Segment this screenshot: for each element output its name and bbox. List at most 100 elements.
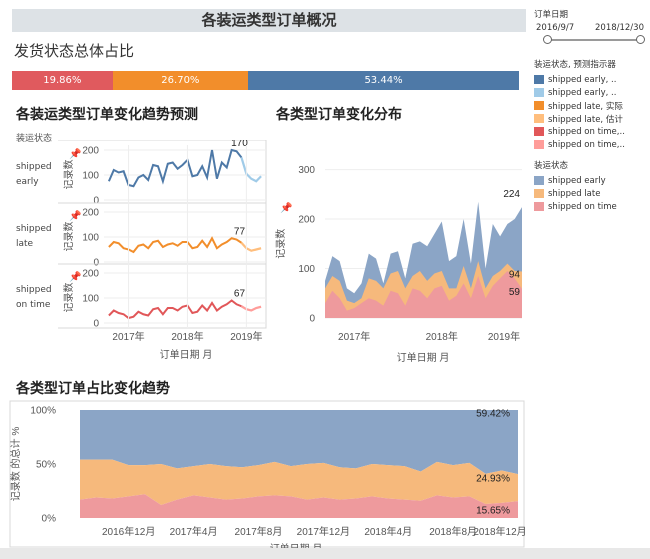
legend-status-item[interactable]: shipped early (534, 174, 646, 187)
forecast-line (240, 157, 262, 183)
status-section-title: 发货状态总体占比 (14, 42, 135, 60)
pin-icon: 📌 (69, 270, 82, 283)
y-tick-label: 0 (93, 258, 99, 269)
slider-track (546, 39, 642, 41)
y-axis-label: 记录数 (62, 160, 75, 190)
legend-forecast-item[interactable]: shipped late, 估计 (534, 112, 646, 125)
legend-forecast-item[interactable]: shipped late, 实际 (534, 99, 646, 112)
share-frame (9, 400, 525, 548)
legend-status-title: 装运状态 (534, 161, 569, 171)
y-tick-label: 100 (82, 233, 99, 244)
legend-forecast-item[interactable]: shipped on time,.. (534, 138, 646, 151)
x-tick-label: 2017年4月 (170, 525, 218, 538)
y-tick-label: 200 (298, 215, 315, 226)
legend-label: shipped late, 估计 (548, 114, 623, 125)
distribution-panel-title: 各类型订单变化分布 (276, 107, 402, 123)
x-tick-label: 2018年12月 (473, 525, 526, 538)
area-shipped-on-time (325, 271, 522, 318)
last-value-label: 59 (509, 287, 521, 298)
area-shipped-on-time (80, 494, 518, 518)
legend-forecast-title: 装运状态, 预测指示器 (534, 60, 616, 70)
y-axis-label: 记录数 的总计 % (9, 427, 22, 502)
date-range-readout: 2016/9/7 2018/12/30 (534, 23, 646, 33)
date-end: 2018/12/30 (595, 23, 644, 33)
legend-forecast-item[interactable]: shipped early, .. (534, 86, 646, 99)
x-tick-label: 2017年 (112, 330, 144, 343)
row-label-line2: on time (16, 300, 51, 310)
y-tick-label: 300 (298, 165, 315, 176)
series-line (108, 299, 242, 320)
y-tick-label: 100% (30, 406, 56, 417)
legend-label: shipped early (548, 175, 606, 186)
legend-forecast: shipped early, .. shipped early, .. shippe… (534, 73, 646, 151)
x-tick-label: 2018年 (426, 330, 458, 343)
forecast-row-header: 装运状态 (16, 134, 53, 144)
x-tick-label: 2019年 (230, 330, 262, 343)
distribution-area-chart: 0 100 200 300 记录数 📌 224 94 59 2017年 2018年 2019年订单日期… (274, 165, 522, 364)
pin-icon: 📌 (69, 147, 82, 160)
forecast-frame (58, 140, 267, 329)
legend-swatch (534, 140, 544, 149)
slider-handle-start[interactable] (543, 35, 552, 44)
row-label-line1: shipped (16, 162, 52, 172)
x-tick-label: 2017年8月 (235, 525, 283, 538)
x-tick-label: 2017年 (338, 330, 370, 343)
last-value-label: 77 (234, 226, 246, 237)
forecast-line (240, 242, 262, 252)
legend-status-item[interactable]: shipped late (534, 187, 646, 200)
y-axis-label: 记录数 (62, 283, 75, 313)
row-label-line1: shipped (16, 285, 52, 295)
date-filter-title: 订单日期 (534, 10, 569, 20)
y-tick-label: 200 (82, 146, 99, 157)
forecast-line-chart: 0100200记录数📌1700100200记录数📌770100200记录数📌67… (58, 140, 267, 361)
x-tick-label: 2019年 (488, 330, 520, 343)
share-percent-area-chart: 0% 50% 100% 记录数 的总计 % 59.42% 24.93% 15.65% 2016… (9, 400, 527, 548)
legend-swatch (534, 88, 544, 97)
date-range-slider[interactable] (538, 34, 645, 46)
last-value-label: 15.65% (476, 506, 510, 517)
x-axis-label: 订单日期 月 (270, 543, 323, 548)
legend-label: shipped on time (548, 201, 617, 212)
y-tick-label: 0 (93, 196, 99, 207)
legend-label: shipped on time,.. (548, 139, 625, 150)
y-tick-label: 100 (82, 171, 99, 182)
pin-icon: 📌 (280, 201, 293, 214)
x-axis-label: 订单日期 月 (160, 349, 213, 361)
legend-status-item[interactable]: shipped on time (534, 200, 646, 213)
y-tick-label: 0% (42, 514, 57, 525)
legend-swatch (534, 101, 544, 110)
legend-label: shipped late, 实际 (548, 101, 623, 112)
x-axis-label: 订单日期 月 (397, 352, 450, 364)
last-value-label: 67 (234, 289, 246, 300)
y-tick-label: 0 (93, 319, 99, 330)
x-tick-label: 2018年 (171, 330, 203, 343)
slider-handle-end[interactable] (636, 35, 645, 44)
y-tick-label: 200 (82, 269, 99, 280)
date-start: 2016/9/7 (536, 23, 575, 33)
legend-label: shipped early, .. (548, 87, 617, 98)
status-segment-early[interactable]: 53.44% (248, 71, 519, 90)
legend-swatch (534, 176, 544, 185)
last-value-label: 94 (509, 269, 521, 280)
forecast-line (240, 305, 262, 312)
legend-swatch (534, 202, 544, 211)
row-label-line2: early (16, 177, 39, 187)
legend-forecast-item[interactable]: shipped on time,.. (534, 125, 646, 138)
legend-swatch (534, 114, 544, 123)
y-tick-label: 200 (82, 208, 99, 219)
last-value-label: 24.93% (476, 473, 510, 484)
filter-legend-sidebar: 订单日期 2016/9/7 2018/12/30 装运状态, 预测指示器 shi… (534, 8, 646, 213)
last-value-label: 170 (231, 140, 248, 149)
status-segment-on-time[interactable]: 19.86% (12, 71, 113, 90)
area-shipped-early (80, 410, 518, 475)
legend-forecast-item[interactable]: shipped early, .. (534, 73, 646, 86)
x-tick-label: 2018年4月 (364, 525, 412, 538)
pin-icon: 📌 (69, 209, 82, 222)
row-label-shipped-early: shipped early (16, 160, 52, 190)
bottom-tab-strip (0, 548, 650, 559)
x-tick-label: 2016年12月 (102, 525, 155, 538)
legend-swatch (534, 127, 544, 136)
y-axis-label: 记录数 (274, 229, 287, 259)
area-shipped-late (80, 459, 518, 506)
status-segment-late[interactable]: 26.70% (112, 71, 249, 90)
